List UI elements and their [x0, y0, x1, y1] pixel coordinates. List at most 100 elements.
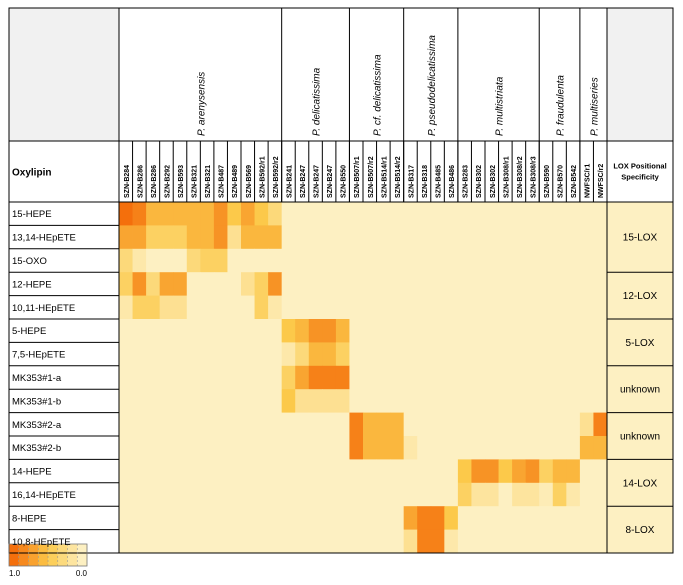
heatmap-cell	[552, 412, 567, 437]
heatmap-cell	[335, 506, 350, 530]
heatmap-cell	[159, 412, 174, 437]
heatmap-cell	[268, 319, 283, 343]
heatmap-cell	[430, 365, 445, 390]
heatmap-cell	[471, 295, 486, 320]
heatmap-cell	[552, 295, 567, 320]
heatmap-cell	[403, 248, 418, 273]
heatmap-cell	[512, 248, 527, 273]
heatmap-cell	[498, 272, 513, 296]
heatmap-cell	[254, 342, 269, 367]
colorbar-swatch	[18, 544, 29, 566]
heatmap-cell	[417, 389, 432, 413]
heatmap-cell	[525, 482, 540, 507]
heatmap-cell	[539, 342, 554, 367]
heatmap-cell	[390, 342, 405, 367]
heatmap-cell	[485, 389, 499, 413]
sample-label: SZN-B302	[490, 165, 497, 198]
heatmap-cell	[281, 529, 296, 554]
colorbar-swatch	[48, 544, 59, 566]
heatmap-cell	[444, 202, 459, 226]
heatmap-cell	[213, 459, 228, 484]
heatmap-cell	[525, 319, 540, 343]
heatmap-cell	[498, 295, 513, 320]
heatmap-cell	[457, 202, 472, 226]
heatmap-cell	[295, 248, 310, 273]
heatmap-cell	[525, 342, 540, 367]
heatmap-cell	[349, 225, 364, 250]
heatmap-cell	[376, 225, 391, 250]
oxylipin-label: 5-HEPE	[12, 326, 46, 337]
heatmap-cell	[295, 412, 310, 437]
heatmap-cell	[485, 506, 499, 530]
heatmap-cell	[227, 295, 242, 320]
sample-label: SZN-B317	[408, 165, 415, 198]
heatmap-cell	[430, 459, 445, 484]
heatmap-cell	[227, 202, 242, 226]
heatmap-cell	[335, 225, 350, 250]
heatmap-cell	[512, 506, 527, 530]
heatmap-cell	[186, 225, 201, 250]
heatmap-cell	[525, 202, 540, 226]
heatmap-cell	[146, 319, 161, 343]
heatmap-cell	[281, 248, 296, 273]
heatmap-cell	[186, 342, 201, 367]
heatmap-cell	[200, 506, 215, 530]
heatmap-cell	[403, 365, 418, 390]
heatmap-cell	[268, 506, 283, 530]
heatmap-cell	[417, 529, 432, 554]
heatmap-cell	[485, 319, 499, 343]
heatmap-cell	[525, 248, 540, 273]
heatmap-cell	[173, 365, 188, 390]
heatmap-cell	[186, 295, 201, 320]
heatmap-cell	[254, 295, 269, 320]
colorbar-swatch	[57, 544, 68, 566]
heatmap-cell	[200, 202, 215, 226]
heatmap-cell	[485, 459, 499, 484]
lox-group-label: 8-LOX	[626, 525, 655, 536]
heatmap-cell	[335, 529, 350, 554]
heatmap-cell	[485, 295, 499, 320]
heatmap-cell	[552, 248, 567, 273]
heatmap-cell	[254, 202, 269, 226]
heatmap-cell	[403, 342, 418, 367]
heatmap-cell	[471, 482, 486, 507]
heatmap-cell	[241, 459, 255, 484]
heatmap-cell	[376, 529, 391, 554]
heatmap-cell	[254, 272, 269, 296]
heatmap-cell	[457, 342, 472, 367]
heatmap-cell	[457, 436, 472, 460]
heatmap-cell	[132, 506, 147, 530]
heatmap-cell	[471, 389, 486, 413]
heatmap-cell	[213, 412, 228, 437]
heatmap-cell	[213, 365, 228, 390]
heatmap-cell	[525, 529, 540, 554]
heatmap-cell	[295, 342, 310, 367]
sample-label: SZN-B302	[476, 165, 483, 198]
heatmap-cell	[444, 295, 459, 320]
heatmap-cell	[254, 529, 269, 554]
heatmap-cell	[254, 248, 269, 273]
heatmap-cell	[512, 412, 527, 437]
heatmap-cell	[593, 342, 608, 367]
sample-label: SZN-B308/r3	[530, 156, 537, 198]
heatmap-cell	[268, 248, 283, 273]
heatmap-cell	[363, 412, 377, 437]
heatmap-cell	[593, 529, 608, 554]
heatmap-cell	[200, 295, 215, 320]
sample-label: SZN-B592/r1	[259, 156, 266, 198]
heatmap-cell	[430, 342, 445, 367]
lox-group-label: 5-LOX	[626, 338, 655, 349]
sample-label: SZN-B308/r2	[517, 156, 524, 198]
heatmap-cell	[444, 225, 459, 250]
heatmap-cell	[471, 225, 486, 250]
heatmap-cell	[335, 365, 350, 390]
heatmap-cell	[579, 459, 594, 484]
heatmap-cell	[444, 319, 459, 343]
heatmap-cell	[593, 202, 608, 226]
heatmap-cell	[268, 529, 283, 554]
heatmap-cell	[159, 225, 174, 250]
heatmap-cell	[457, 459, 472, 484]
row-header-label: Oxylipin	[12, 168, 51, 179]
heatmap-cell	[146, 412, 161, 437]
